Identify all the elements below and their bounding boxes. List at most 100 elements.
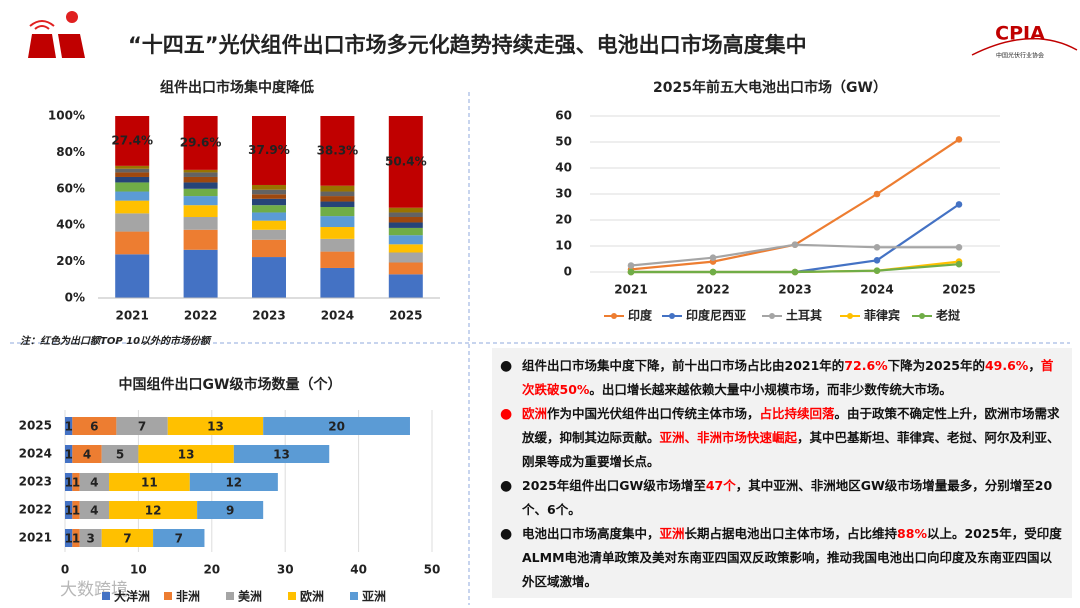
bar-segment [189, 473, 278, 491]
bar-segment [72, 445, 102, 463]
data-label: 4 [90, 504, 98, 518]
bar-segment [65, 473, 73, 491]
data-label: 1 [72, 504, 80, 518]
legend-swatch [350, 592, 358, 600]
x-tick-label: 2024 [860, 283, 893, 297]
bullet: ● 组件出口市场集中度下降，前十出口市场占比由2021年的72.6%下降为2025… [500, 354, 1062, 402]
data-label: 4 [83, 448, 91, 462]
bar-segment [183, 205, 218, 218]
series-line [630, 138, 960, 271]
bar-segment [320, 201, 355, 207]
legend-label: 大洋洲 [114, 589, 150, 604]
watermark: 大数跨境 [60, 580, 128, 600]
text: ，其中巴基斯坦、菲律宾、老挝、阿尔及利亚、刚果等成为重要增长点。 [522, 430, 1060, 469]
point [955, 136, 963, 143]
point [791, 268, 799, 276]
y-tick-label: 80% [56, 145, 85, 159]
legend-swatch [226, 592, 234, 600]
bar-segment [320, 238, 355, 252]
point [627, 268, 635, 276]
bar-segment [197, 501, 264, 519]
text: 组件出口市场集中度下降，前十出口市场占比由2021年的 [522, 358, 845, 373]
highlight-text: 占比持续回落 [759, 406, 835, 421]
logo-arc [971, 37, 1078, 56]
bar-segment [65, 445, 73, 463]
bar-segment [320, 267, 355, 298]
bar-segment [183, 196, 218, 206]
bar-segment [72, 417, 117, 435]
bullet-marker: ● [500, 358, 513, 374]
bar-segment [252, 257, 286, 298]
legend-label: 土耳其 [786, 308, 822, 323]
bar-segment [72, 473, 80, 491]
y-tick-label: 2021 [19, 531, 52, 545]
bar-segment [252, 212, 286, 221]
bar-segment [388, 274, 423, 298]
y-tick-label: 60% [56, 181, 85, 195]
bar-segment [388, 222, 423, 228]
bar-segment [252, 189, 286, 195]
bar-segment [388, 212, 423, 218]
x-tick-label: 2024 [321, 309, 354, 323]
x-tick-label: 2025 [389, 309, 422, 323]
point [627, 262, 635, 269]
bar-segment [183, 229, 218, 250]
y-tick-label: 2023 [19, 475, 52, 489]
data-label: 13 [207, 420, 224, 434]
legend-label: 非洲 [176, 589, 200, 604]
y-tick-label: 0% [65, 291, 85, 305]
text: 。由于政策不确定性上升，欧洲市场需求放缓，抑制其边际贡献。 [522, 406, 1060, 445]
y-tick-label: 60 [555, 109, 572, 123]
bar-segment [320, 191, 355, 197]
data-label: 7 [175, 532, 183, 546]
y-tick-label: 40 [555, 161, 572, 175]
chart-title: 中国组件出口GW级市场数量（个） [119, 376, 342, 393]
text: 下降为2025年的 [887, 358, 985, 373]
x-tick-label: 2025 [942, 283, 975, 297]
bar-segment [115, 172, 150, 177]
data-label: 13 [178, 448, 195, 462]
bar-segment [183, 169, 218, 173]
point [709, 268, 717, 276]
data-label: 38.3% [317, 143, 359, 157]
x-tick-label: 0 [61, 563, 69, 577]
text: 2025年组件出口GW级市场增至 [522, 478, 706, 493]
legend-swatch [769, 313, 775, 319]
bar-segment [79, 501, 110, 519]
bar-segment [109, 501, 198, 519]
y-tick-label: 30 [555, 187, 572, 201]
text: 长期占据电池出口主体市场，占比维持 [684, 526, 898, 541]
bullet-text: 电池出口市场高度集中，亚洲长期占据电池出口主体市场，占比维持88%以上。2025… [522, 522, 1062, 594]
point [955, 260, 963, 268]
data-label: 27.4% [111, 133, 153, 147]
data-label: 1 [64, 420, 72, 434]
bar-segment [320, 185, 355, 192]
bar-segment [252, 194, 286, 199]
bar-segment [115, 200, 150, 214]
bar-segment [72, 501, 80, 519]
bullet-text: 组件出口市场集中度下降，前十出口市场占比由2021年的72.6%下降为2025年… [522, 354, 1062, 402]
bar-segment [388, 235, 423, 245]
y-tick-label: 2024 [19, 447, 52, 461]
bullet-marker: ● [500, 526, 513, 542]
bar-segment [388, 262, 423, 275]
bar-segment [320, 207, 355, 217]
bar-segment [101, 445, 139, 463]
point [873, 267, 881, 275]
data-label: 20 [328, 420, 345, 434]
bar-segment [115, 165, 150, 169]
bar-segment [109, 473, 190, 491]
bar-segment [183, 217, 218, 230]
legend-label: 印度尼西亚 [686, 308, 746, 323]
text: 以上。2025年，受印度ALMM电池清单政策及美对东南亚四国双反政策影响，推动我… [522, 526, 1062, 589]
highlight-text: 72.6% [844, 358, 888, 373]
bar-segment [115, 231, 150, 255]
text: ， [1028, 358, 1041, 373]
data-label: 12 [145, 504, 162, 518]
bar-segment [233, 445, 330, 463]
bar-segment [167, 417, 264, 435]
bar-segment [388, 217, 423, 223]
data-label: 5 [116, 448, 124, 462]
data-label: 7 [138, 420, 146, 434]
